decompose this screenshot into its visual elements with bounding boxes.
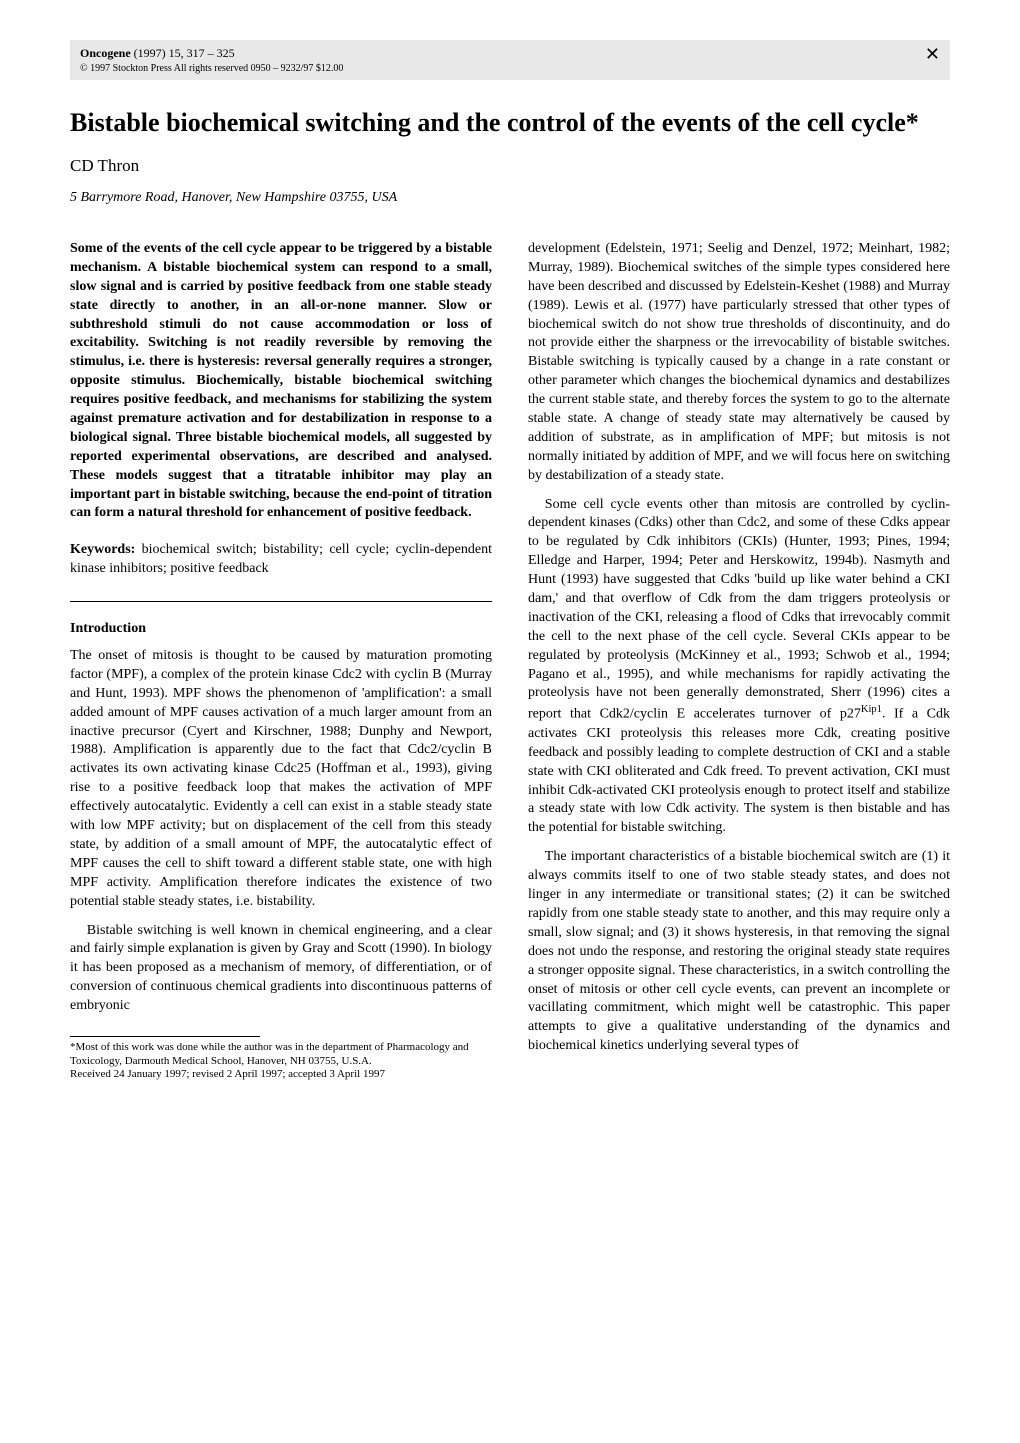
abstract-text: Some of the events of the cell cycle app… [70, 240, 492, 523]
publisher-logo-icon: ✕ [925, 44, 940, 65]
keywords-block: Keywords: biochemical switch; bistabilit… [70, 541, 492, 579]
footnote-divider [70, 1036, 260, 1037]
col2-p2-part-a: Some cell cycle events other than mitosi… [528, 497, 950, 722]
two-column-body: Some of the events of the cell cycle app… [70, 240, 950, 1082]
copyright-line: © 1997 Stockton Press All rights reserve… [80, 63, 940, 74]
intro-paragraph-2: Bistable switching is well known in chem… [70, 922, 492, 1016]
kip1-superscript: Kip1 [861, 704, 882, 715]
journal-reference: Oncogene (1997) 15, 317 – 325 [80, 46, 940, 61]
author-name: CD Thron [70, 156, 950, 176]
journal-year-vol: (1997) 15, [134, 46, 184, 60]
left-column: Some of the events of the cell cycle app… [70, 240, 492, 1082]
keywords-label: Keywords: [70, 542, 135, 557]
author-affiliation: 5 Barrymore Road, Hanover, New Hampshire… [70, 190, 950, 206]
journal-pages: 317 – 325 [187, 46, 235, 60]
journal-name: Oncogene [80, 46, 131, 60]
col2-p2-part-b: . If a Cdk activates CKI proteolysis thi… [528, 707, 950, 835]
footnote-affiliation: *Most of this work was done while the au… [70, 1041, 492, 1069]
col2-paragraph-2: Some cell cycle events other than mitosi… [528, 496, 950, 839]
right-column: development (Edelstein, 1971; Seelig and… [528, 240, 950, 1082]
article-title: Bistable biochemical switching and the c… [70, 108, 950, 138]
journal-header: Oncogene (1997) 15, 317 – 325 © 1997 Sto… [70, 40, 950, 80]
footnote-dates: Received 24 January 1997; revised 2 Apri… [70, 1068, 492, 1082]
intro-paragraph-1: The onset of mitosis is thought to be ca… [70, 647, 492, 911]
keywords-divider [70, 601, 492, 602]
col2-paragraph-1: development (Edelstein, 1971; Seelig and… [528, 240, 950, 486]
introduction-heading: Introduction [70, 620, 492, 639]
col2-paragraph-3: The important characteristics of a bista… [528, 848, 950, 1056]
